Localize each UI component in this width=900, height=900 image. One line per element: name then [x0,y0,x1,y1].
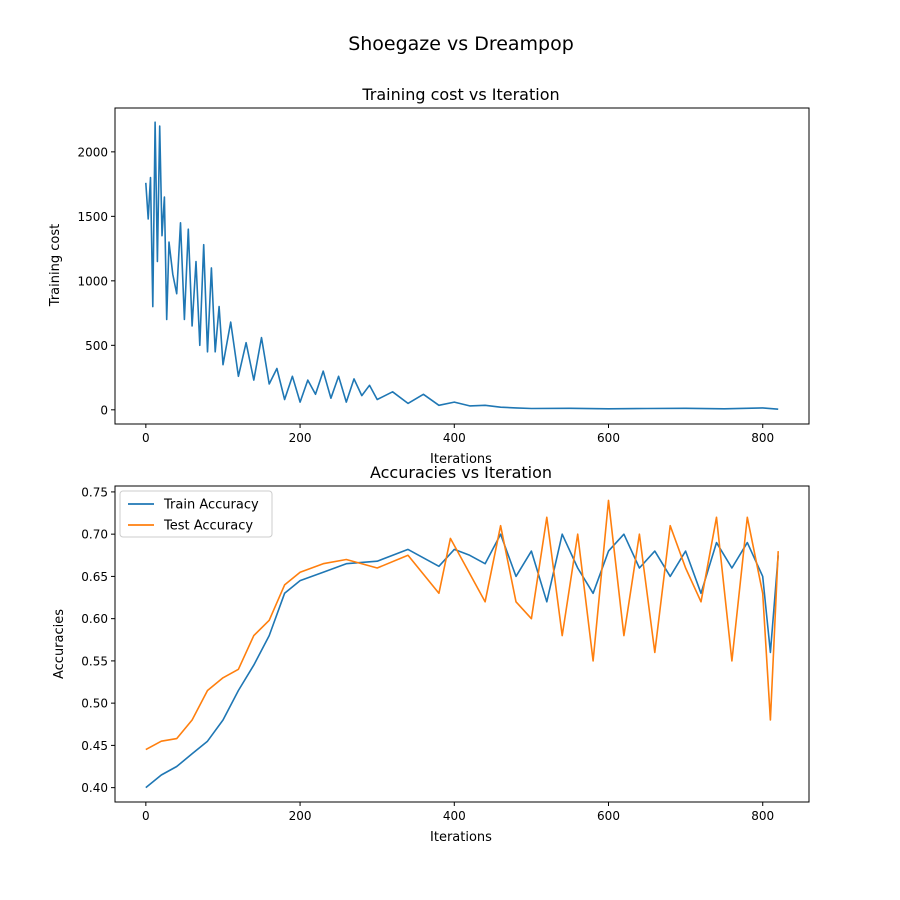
accuracies-legend: Train Accuracy Test Accuracy [119,490,273,538]
accuracies-legend-label: Train Accuracy [163,498,259,513]
accuracies-ytick-label: 0.50 [81,697,108,711]
training-cost-series-line-0 [145,121,779,410]
training-cost-xtick-label: 400 [443,431,466,445]
training-cost-xlabel: Iterations [430,452,492,467]
training-cost-xtick-label: 800 [751,431,774,445]
training-cost-axes-frame [114,107,810,425]
accuracies-xtick-label: 600 [597,809,620,823]
accuracies-xtick-label: 800 [751,809,774,823]
accuracies-axes-frame [114,485,810,803]
accuracies-ytick-label: 0.60 [81,612,108,626]
training-cost-xtick-label: 600 [597,431,620,445]
training-cost-ytick-label: 1000 [77,274,108,288]
accuracies-xtick-label: 200 [289,809,312,823]
accuracies-ytick-label: 0.70 [81,528,108,542]
accuracies-xlabel: Iterations [430,830,492,845]
accuracies-ytick-label: 0.65 [81,570,108,584]
training-cost-title: Training cost vs Iteration [361,85,559,104]
training-cost-ytick-label: 0 [100,403,108,417]
accuracies-ytick-label: 0.40 [81,781,108,795]
training-cost-ytick-label: 2000 [77,145,108,159]
training-cost-plot: Training cost vs Iteration Iterations Tr… [48,85,810,467]
training-cost-ytick-label: 1500 [77,210,108,224]
training-cost-xtick-label: 0 [142,431,150,445]
accuracies-title: Accuracies vs Iteration [370,463,552,482]
accuracies-ytick-label: 0.55 [81,654,108,668]
accuracies-legend-box [119,490,273,538]
accuracies-plot: Accuracies vs Iteration Iterations Accur… [52,463,810,845]
accuracies-ytick-label: 0.45 [81,739,108,753]
training-cost-ylabel: Training cost [48,224,63,307]
accuracies-xtick-label: 0 [142,809,150,823]
training-cost-xtick-label: 200 [289,431,312,445]
accuracies-legend-label: Test Accuracy [163,519,253,534]
accuracies-series-train-accuracy [145,533,779,789]
accuracies-xtick-label: 400 [443,809,466,823]
figure-title: Shoegaze vs Dreampop [348,33,574,55]
training-cost-ytick-label: 500 [85,339,108,353]
accuracies-ytick-label: 0.75 [81,485,108,499]
accuracies-series-test-accuracy [145,499,779,751]
accuracies-ylabel: Accuracies [52,609,67,679]
